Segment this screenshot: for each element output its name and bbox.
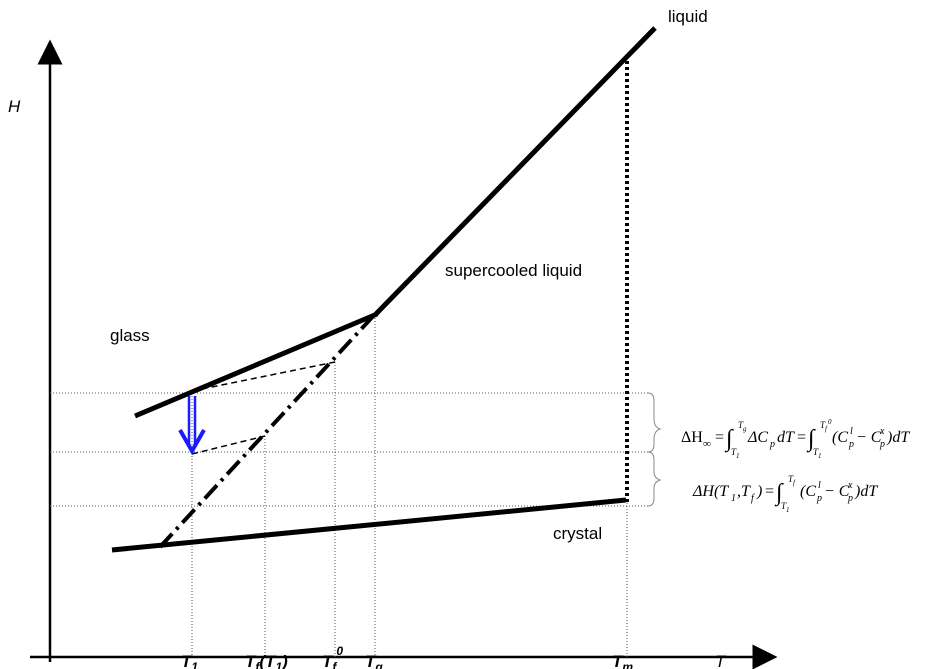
eq-term: p [816, 493, 822, 504]
brace [647, 392, 662, 453]
eq-term: − C [856, 429, 882, 446]
brace [647, 451, 662, 507]
eq-term: (C [800, 483, 816, 500]
text-part: ) [280, 652, 288, 669]
text-part: g [374, 660, 383, 669]
text-part: 1 [191, 660, 198, 669]
eq-term: p [848, 439, 854, 450]
eq-term: f [825, 425, 828, 433]
crystal-label: crystal [553, 524, 602, 543]
eq-term: p [847, 493, 853, 504]
equation: ΔH(T 1 ,T f ) = ∫ T f T 1 (C p l − C p x… [692, 474, 878, 514]
eq-term: 1 [818, 452, 822, 460]
tick-label: T1 [181, 652, 198, 669]
eq-term: f [751, 493, 755, 504]
eq-term: ΔH(T [692, 483, 729, 500]
eq-term: ∫ [806, 426, 816, 453]
text-part: 0 [336, 644, 343, 658]
text-part: m [622, 660, 633, 669]
text-part: T [322, 652, 334, 669]
tick-label: Tm [612, 652, 633, 669]
tick-label: Tf 0 [322, 644, 343, 669]
eq-term: T [781, 501, 787, 511]
eq-term: p [769, 439, 775, 450]
text-part: T [245, 652, 257, 669]
glass-line [134, 311, 378, 419]
supercooled-label: supercooled liquid [445, 261, 582, 280]
eq-term: T [731, 447, 737, 457]
eq-term: l [818, 480, 821, 491]
dashed-line [191, 361, 336, 392]
eq-term: )dT [886, 429, 910, 446]
eq-term: = [765, 483, 774, 500]
equation: ΔH ∞ = ∫ T g T 1 ΔC p dT = ∫ T f 0 T 1 (… [681, 418, 910, 460]
eq-term: 1 [736, 452, 740, 460]
x-axis-label: T [715, 652, 727, 669]
liquid-label: liquid [668, 7, 708, 26]
tick-label: Tf(T1) [245, 652, 288, 669]
eq-term: 1 [731, 493, 736, 504]
eq-term: x [879, 426, 885, 437]
eq-term: T [813, 447, 819, 457]
eq-term: dT [777, 429, 795, 446]
eq-term: g [743, 425, 747, 433]
y-axis-label: H [8, 97, 21, 116]
eq-term: ∫ [774, 480, 784, 507]
text-part: T [612, 652, 624, 669]
eq-term: ∫ [724, 426, 734, 453]
eq-term: ΔH [681, 429, 703, 446]
eq-term: x [847, 480, 853, 491]
dash-dot-line [158, 310, 379, 549]
guides [50, 315, 648, 657]
crystal-line [111, 497, 627, 553]
relaxation-arrow [178, 396, 206, 456]
glass-label: glass [110, 326, 150, 345]
text-part: T [181, 652, 193, 669]
liquid-line [373, 26, 657, 317]
eq-term: (C [832, 429, 848, 446]
text-part: 1 [275, 660, 282, 669]
text-part: T [365, 652, 377, 669]
eq-term: p [879, 439, 885, 450]
eq-term: ,T [737, 483, 751, 500]
eq-term: T [738, 420, 744, 430]
eq-term: T [820, 420, 826, 430]
text-part: f [255, 660, 260, 669]
eq-term: ΔC [747, 429, 768, 446]
eq-term: )dT [854, 483, 878, 500]
eq-term: ∞ [703, 438, 711, 450]
eq-term: l [850, 426, 853, 437]
eq-term: f [793, 479, 796, 487]
dashed-line [191, 435, 266, 455]
eq-term: T [788, 474, 794, 484]
text-part: (T [259, 652, 277, 669]
text-part: f [332, 660, 337, 669]
eq-term: 1 [786, 506, 790, 514]
eq-term: = [797, 429, 806, 446]
tick-label: Tg [365, 652, 383, 669]
eq-term: 0 [828, 418, 832, 426]
eq-term: ) [756, 483, 762, 500]
eq-term: − C [824, 483, 850, 500]
eq-term: = [715, 429, 724, 446]
